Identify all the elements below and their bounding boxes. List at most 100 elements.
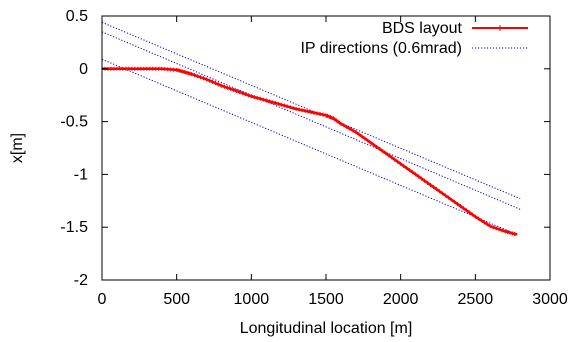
legend-label-bds-layout: BDS layout [382, 20, 463, 37]
bds-point [303, 108, 308, 113]
bds-point [338, 121, 343, 126]
bds-point [195, 74, 200, 79]
bds-point [315, 111, 320, 116]
bds-point [240, 91, 245, 96]
bds-point [380, 149, 385, 154]
bds-point [237, 90, 242, 95]
bds-point [356, 132, 361, 137]
axis-ticks: 0 500 1000 1500 2000 2500 3000 0.5 0 -0.5 -1 -1.5 -2 [60, 8, 567, 308]
bds-point [309, 110, 314, 115]
bds-point [368, 140, 373, 145]
bds-point [359, 134, 364, 139]
x-tick-label: 1500 [308, 291, 344, 308]
bds-point [419, 176, 424, 181]
bds-point [198, 75, 203, 80]
bds-point [270, 100, 275, 105]
bds-point [500, 228, 505, 233]
y-axis-label: x[m] [9, 133, 26, 163]
ip-direction-line [102, 31, 521, 210]
bds-point [416, 174, 421, 179]
bds-point [365, 138, 370, 143]
bds-point [204, 77, 209, 82]
bds-point [213, 81, 218, 86]
plot-curves [102, 21, 521, 236]
y-tick-label: 0.5 [66, 8, 88, 25]
legend: BDS layout IP directions (0.6mrad) [300, 20, 528, 57]
bds-point [267, 99, 272, 104]
bds-point [201, 76, 206, 81]
bds-point [479, 218, 484, 223]
bds-point [261, 97, 266, 102]
bds-point [246, 93, 251, 98]
legend-marker-bds-layout [497, 25, 503, 31]
legend-label-ip-directions: IP directions (0.6mrad) [300, 40, 462, 57]
bds-point [491, 225, 496, 230]
bds-point [282, 103, 287, 108]
bds-point [443, 193, 448, 198]
bds-point [473, 214, 478, 219]
bds-point [300, 108, 305, 113]
bds-point [494, 226, 499, 231]
bds-point [285, 104, 290, 109]
bds-point [371, 142, 376, 147]
bds-point [434, 187, 439, 192]
bds-point [258, 96, 263, 101]
y-tick-label: -2 [74, 272, 88, 289]
bds-point [386, 153, 391, 158]
bds-point [374, 144, 379, 149]
x-tick-label: 500 [163, 291, 190, 308]
bds-point [507, 230, 512, 235]
bds-point [413, 172, 418, 177]
bds-point [288, 105, 293, 110]
bds-point [273, 101, 278, 106]
bds-point [470, 212, 475, 217]
bds-point [294, 106, 299, 111]
bds-point [383, 151, 388, 156]
bds-point [458, 204, 463, 209]
x-tick-label: 2000 [383, 291, 419, 308]
bds-point [425, 180, 430, 185]
bds-layout-line [102, 67, 518, 236]
bds-point [318, 111, 323, 116]
ip-direction-line [102, 58, 518, 236]
bds-point [431, 185, 436, 190]
x-tick-label: 1000 [234, 291, 270, 308]
bds-point [510, 231, 515, 236]
bds-point [452, 199, 457, 204]
bds-point [449, 197, 454, 202]
bds-point [264, 98, 269, 103]
bds-point [410, 170, 415, 175]
bds-point [353, 130, 358, 135]
bds-point [467, 210, 472, 215]
bds-point [497, 227, 502, 232]
bds-point [189, 72, 194, 77]
bds-point [279, 102, 284, 107]
bds-point [276, 101, 281, 106]
bds-point [485, 222, 490, 227]
bds-point [505, 230, 510, 235]
bds-point [350, 128, 355, 133]
bds-point [321, 112, 326, 117]
bds-point [512, 231, 517, 236]
bds-point [210, 79, 215, 84]
bds-point [437, 189, 442, 194]
bds-point [482, 220, 487, 225]
bds-point [407, 168, 412, 173]
bds-point [461, 206, 466, 211]
y-tick-label: -0.5 [60, 114, 88, 131]
bds-point [243, 92, 248, 97]
bds-point [389, 155, 394, 160]
bds-point [362, 136, 367, 141]
bds-point [344, 125, 349, 130]
bds-point [455, 201, 460, 206]
bds-point [225, 85, 230, 90]
y-tick-label: -1.5 [60, 219, 88, 236]
bds-point [401, 163, 406, 168]
bds-point [503, 229, 508, 234]
bds-point [252, 95, 257, 100]
bds-point [312, 110, 317, 115]
bds-point [207, 78, 212, 83]
x-tick-label: 3000 [532, 291, 568, 308]
bds-point [476, 216, 481, 221]
